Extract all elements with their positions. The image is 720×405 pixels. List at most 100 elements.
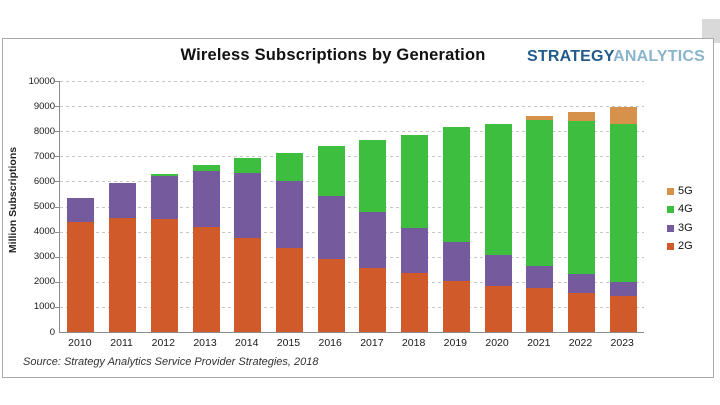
x-tick-label-2015: 2015 (276, 337, 301, 349)
y-tick-label-0: 0 (49, 326, 55, 338)
chart-panel: Wireless Subscriptions by Generation STR… (2, 38, 714, 378)
bar-2018 (401, 134, 429, 332)
y-tick-mark (55, 206, 59, 208)
x-tick-label-2013: 2013 (193, 337, 217, 349)
legend-item-3g: 3G (667, 222, 693, 234)
gridline-6000 (60, 181, 644, 183)
bar-2020 (484, 123, 512, 332)
bar-segment-4g-2018 (401, 134, 429, 228)
y-tick-mark (55, 181, 59, 183)
gridline-10000 (60, 81, 644, 82)
bar-segment-4g-2013 (192, 165, 220, 172)
y-tick-mark (55, 106, 59, 108)
bar-segment-4g-2014 (234, 157, 262, 173)
bar-segment-2g-2017 (359, 268, 387, 332)
x-tick-label-2021: 2021 (527, 337, 551, 349)
bar-segment-3g-2022 (567, 274, 595, 294)
bar-slot-2022 (561, 81, 603, 332)
chart-legend: 5G 4G 3G 2G (667, 185, 693, 259)
x-tick-label-2016: 2016 (318, 337, 342, 349)
bar-2012 (150, 173, 178, 332)
y-tick-label-7000: 7000 (33, 150, 55, 162)
bar-segment-4g-2015 (275, 152, 303, 182)
bar-2011 (109, 182, 137, 332)
gridline-8000 (60, 131, 644, 133)
x-tick-label-2014: 2014 (235, 337, 259, 349)
bar-segment-2g-2015 (275, 247, 303, 332)
bar-slot-2017 (352, 81, 394, 332)
bar-segment-3g-2014 (234, 172, 262, 238)
gridline-1000 (60, 306, 644, 308)
plot-area (59, 81, 644, 333)
bar-2015 (275, 152, 303, 332)
x-tick-label-2018: 2018 (401, 337, 426, 349)
bar-segment-3g-2015 (275, 181, 303, 248)
bar-2014 (234, 157, 262, 332)
bar-segment-2g-2013 (192, 226, 220, 332)
bar-segment-3g-2023 (609, 281, 637, 296)
gridline-3000 (60, 256, 644, 258)
bar-slot-2014 (227, 81, 269, 332)
legend-label-5g: 5G (678, 184, 693, 197)
x-axis-labels: 2010 2011 2012 2013 2014 2015 2016 2017 2018 2019… (59, 337, 643, 349)
gridline-7000 (60, 156, 644, 158)
bar-2013 (192, 165, 220, 332)
bar-slot-2016 (310, 81, 352, 332)
bar-2021 (526, 116, 554, 332)
bar-segment-3g-2012 (150, 176, 178, 220)
bar-2023 (609, 107, 637, 332)
bar-2010 (67, 197, 95, 332)
y-tick-mark (55, 131, 59, 133)
y-tick-mark (55, 281, 59, 283)
gridline-4000 (60, 231, 644, 233)
legend-swatch-3g (667, 224, 674, 232)
y-tick-label-10000: 10000 (28, 75, 55, 87)
bar-2017 (359, 140, 387, 332)
bar-segment-4g-2023 (609, 123, 637, 282)
bar-segment-4g-2019 (442, 127, 470, 242)
y-tick-label-3000: 3000 (33, 251, 55, 263)
x-tick-label-2010: 2010 (68, 337, 92, 349)
bar-slot-2021 (519, 81, 561, 332)
strategy-analytics-logo: STRATEGYANALYTICS (527, 48, 705, 66)
legend-label-3g: 3G (678, 221, 693, 234)
bar-segment-3g-2017 (359, 211, 387, 268)
bar-segment-3g-2011 (109, 182, 137, 218)
y-tick-mark (55, 81, 59, 82)
bar-segment-3g-2019 (442, 241, 470, 281)
screen-corner-artifact (702, 19, 720, 43)
gridline-2000 (60, 281, 644, 283)
legend-swatch-2g (667, 243, 674, 250)
x-tick-label-2020: 2020 (485, 337, 509, 349)
legend-label-2g: 2G (678, 240, 693, 252)
bar-slot-2018 (394, 81, 436, 332)
bar-segment-3g-2010 (67, 197, 95, 222)
y-tick-label-8000: 8000 (33, 125, 55, 137)
legend-swatch-4g (667, 206, 674, 213)
bar-segment-2g-2019 (442, 280, 470, 332)
bar-segment-2g-2022 (567, 293, 595, 332)
bar-slot-2015 (269, 81, 311, 332)
bar-segment-3g-2021 (526, 265, 554, 289)
bar-segment-4g-2022 (567, 121, 595, 275)
bar-segment-4g-2021 (526, 119, 554, 266)
y-tick-label-9000: 9000 (33, 100, 55, 112)
bar-2022 (567, 112, 595, 332)
y-tick-mark (55, 231, 59, 233)
y-tick-label-2000: 2000 (33, 276, 55, 288)
legend-label-4g: 4G (678, 203, 693, 215)
y-tick-mark (55, 156, 59, 158)
x-tick-label-2019: 2019 (443, 337, 467, 349)
bar-segment-2g-2012 (150, 219, 178, 332)
bars-row (60, 81, 644, 332)
y-tick-label-6000: 6000 (33, 175, 55, 187)
y-tick-mark (55, 256, 59, 258)
bar-slot-2019 (435, 81, 477, 332)
bar-slot-2010 (60, 81, 102, 332)
x-tick-label-2017: 2017 (360, 337, 384, 349)
bar-segment-3g-2016 (317, 196, 345, 260)
x-tick-label-2022: 2022 (568, 337, 593, 349)
bar-2016 (317, 146, 345, 332)
bar-segment-2g-2011 (109, 217, 137, 332)
logo-text-analytics: ANALYTICS (613, 48, 705, 65)
